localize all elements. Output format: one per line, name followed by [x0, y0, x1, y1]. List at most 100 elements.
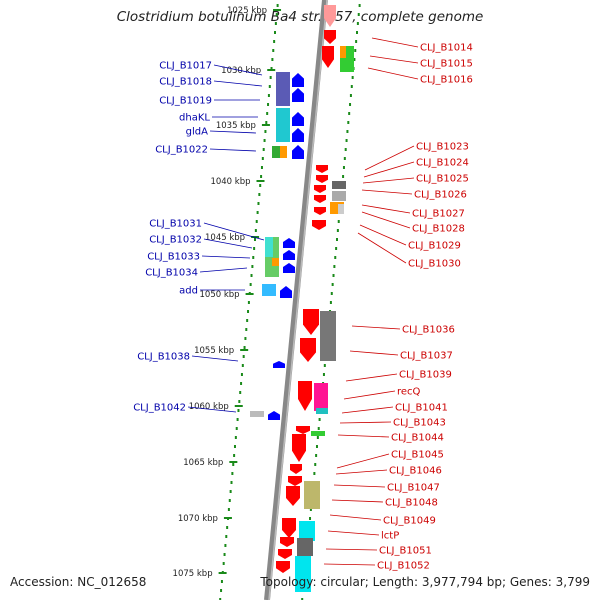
scale-tick-label: 1025 kbp	[227, 6, 267, 16]
track-dot	[234, 436, 237, 439]
gene-label-forward: CLJ_B1019	[159, 96, 212, 107]
backbone-highlight	[268, 0, 328, 600]
track-dot	[346, 130, 349, 133]
leader-line-forward	[209, 130, 257, 134]
track-dot	[275, 13, 278, 16]
forward-cds-arrow	[273, 361, 285, 368]
track-dot	[354, 49, 357, 52]
track-dot	[247, 310, 250, 313]
gene-label-reverse: CLJ_B1016	[420, 75, 473, 86]
reverse-cds-arrow	[314, 195, 326, 203]
track-dot	[318, 418, 321, 421]
scale-tick-mark	[267, 69, 276, 71]
leader-line-reverse	[362, 177, 415, 184]
track-dot	[268, 85, 271, 88]
leader-line-forward	[209, 148, 257, 152]
map-title: Clostridium botulinum Ba4 str. 657, comp…	[116, 9, 484, 25]
reverse-cds-arrow	[324, 5, 336, 27]
track-dot	[269, 76, 272, 79]
track-dot	[249, 283, 252, 286]
scale-tick-mark	[234, 405, 243, 407]
track-dot	[223, 553, 226, 556]
track-dot	[344, 148, 347, 151]
leader-line-reverse	[333, 484, 386, 488]
reverse-cds-arrow	[322, 46, 334, 68]
gene-label-reverse: CLJ_B1037	[400, 351, 453, 362]
leader-line-reverse	[325, 548, 378, 551]
track-dot	[342, 166, 345, 169]
forward-cds-arrow	[280, 286, 292, 298]
track-dot	[257, 202, 260, 205]
track-dot	[329, 301, 332, 304]
scale-tick-label: 1065 kbp	[183, 458, 223, 468]
leader-line-reverse	[323, 563, 376, 566]
leader-line-forward	[199, 267, 248, 273]
track-dot	[264, 130, 267, 133]
track-dot	[272, 49, 275, 52]
track-dot	[252, 256, 255, 259]
track-dot	[337, 220, 340, 223]
gene-label-reverse: recQ	[397, 387, 421, 398]
track-dot	[343, 157, 346, 160]
track-dot	[332, 274, 335, 277]
track-dot	[255, 220, 258, 223]
track-dot	[313, 472, 316, 475]
leader-line-reverse	[341, 406, 394, 414]
forward-feature-block	[280, 146, 287, 158]
track-dot	[274, 22, 277, 25]
track-dot	[331, 283, 334, 286]
track-dot	[267, 94, 270, 97]
scale-tick-label: 1060 kbp	[189, 402, 229, 412]
track-dot	[239, 391, 242, 394]
reverse-cds-arrow	[288, 476, 302, 486]
track-dot	[322, 373, 325, 376]
scale-tick-mark	[245, 293, 254, 295]
forward-cds-arrow	[292, 88, 304, 102]
forward-cds-arrow	[268, 411, 280, 420]
forward-feature-block	[272, 258, 279, 266]
leader-line-reverse	[339, 421, 392, 424]
reverse-cds-arrow	[290, 464, 302, 474]
leader-line-reverse	[369, 55, 419, 64]
track-dot	[260, 175, 263, 178]
reverse-cds-arrow	[296, 426, 310, 434]
track-dot	[265, 121, 268, 124]
leader-line-reverse	[337, 434, 390, 438]
track-dot	[316, 436, 319, 439]
gene-label-forward: gldA	[186, 127, 208, 138]
track-dot	[229, 490, 232, 493]
track-dot	[273, 40, 276, 43]
forward-feature-block	[250, 411, 264, 417]
leader-line-reverse	[327, 530, 380, 536]
gene-label-reverse: CLJ_B1027	[412, 209, 465, 220]
leader-line-reverse	[361, 211, 411, 229]
track-dot	[227, 508, 230, 511]
gene-label-reverse: CLJ_B1045	[391, 450, 444, 461]
accession-text: Accession: NC_012658	[10, 575, 147, 589]
scale-tick-label: 1050 kbp	[200, 290, 240, 300]
forward-cds-arrow	[292, 112, 304, 126]
track-dot	[256, 211, 259, 214]
track-dot	[259, 184, 262, 187]
leader-line-reverse	[349, 350, 399, 356]
scale-tick-label: 1075 kbp	[173, 569, 213, 579]
track-dot	[240, 373, 243, 376]
track-dot	[253, 247, 256, 250]
gene-label-reverse: CLJ_B1014	[420, 43, 473, 54]
scale-tick-mark	[273, 9, 282, 11]
gene-label-forward: CLJ_B1032	[149, 235, 202, 246]
track-dot	[345, 139, 348, 142]
leader-line-reverse	[329, 514, 382, 521]
track-dot	[240, 382, 243, 385]
reverse-feature-block	[299, 521, 315, 541]
track-dot	[262, 148, 265, 151]
track-dot	[355, 40, 358, 43]
gene-label-reverse: CLJ_B1041	[395, 403, 448, 414]
leader-line-forward	[213, 80, 263, 87]
track-dot	[219, 598, 222, 600]
scale-tick-label: 1035 kbp	[216, 121, 256, 131]
gene-label-reverse: CLJ_B1015	[420, 59, 473, 70]
reverse-cds-arrow	[324, 30, 336, 44]
leader-line-reverse	[361, 204, 411, 214]
track-dot	[274, 31, 277, 34]
